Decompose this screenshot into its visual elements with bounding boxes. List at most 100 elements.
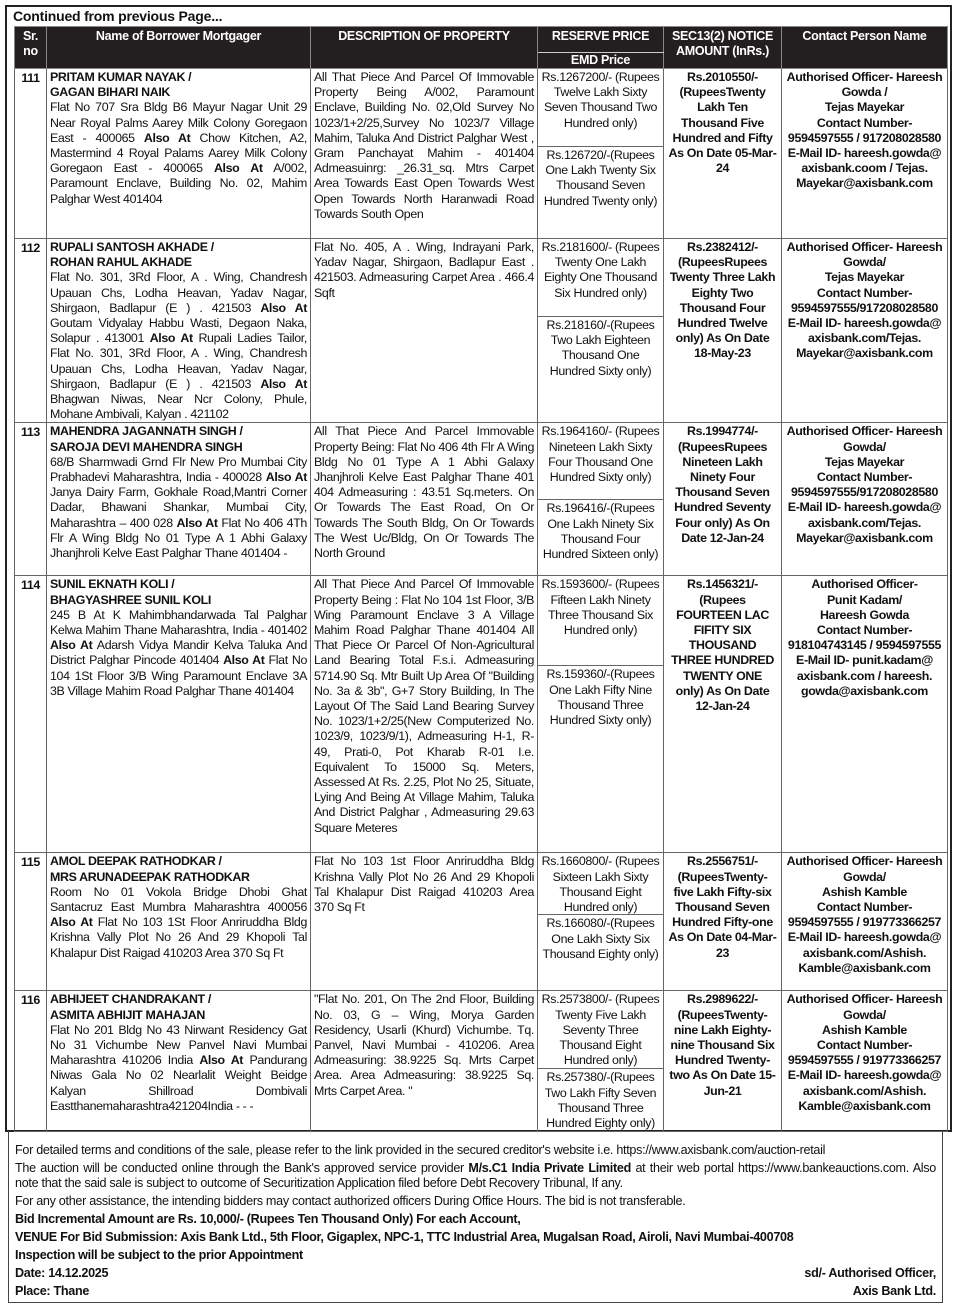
contact-line: E-Mail ID- hareesh.gowda@ [787,316,942,331]
reserve-price: Rs.2573800/- (Rupees Twenty Five Lakh Se… [538,991,663,1070]
reserve-price: Rs.2181600/- (Rupees Twenty One Lakh Eig… [538,239,663,317]
contact-line: Ashish Kamble [822,884,907,899]
auction-segment: The auction will be conducted online thr… [15,1161,469,1175]
notice-amount: Rs.1456321/- (Rupees FOURTEEN LAC FIFITY… [663,575,782,854]
price-cell: Rs.1660800/- (Rupees Sixteen Lakh Sixty … [537,852,664,992]
serial-number: 111 [14,68,47,239]
serial-number: 113 [14,422,47,577]
serial-number: 116 [14,990,47,1133]
contact-line: axisbank.com/Tejas. [808,331,921,346]
contact-line: 9594597555 / 919773366257 [787,1053,942,1068]
notice-amount: Rs.1994774/- (RupeesRupees Nineteen Lakh… [663,422,782,577]
contact-line: Mayekar@axisbank.com [796,530,933,545]
reserve-price: Rs.1660800/- (Rupees Sixteen Lakh Sixty … [538,853,663,916]
property-description: All That Piece And Parcel Of Immovable P… [310,575,538,854]
table-body: 111 PRITAM KUMAR NAYAK / GAGAN BIHARI NAIK… [14,68,948,1133]
also-at-label: Also At [260,376,307,391]
also-at-label: Also At [50,915,93,930]
borrower-name: BHAGYASHREE SUNIL KOLI [50,592,211,607]
header-description: DESCRIPTION OF PROPERTY [310,26,538,69]
date-text: Date: 14.12.2025 [15,1266,109,1280]
also-at-label: Also At [50,638,93,653]
emd-price: Rs.159360/-(Rupees One Lakh Fifty Nine T… [546,667,655,728]
serial-number: 112 [14,237,47,424]
borrower-name: AMOL DEEPAK RATHODKAR / [50,854,222,869]
also-at-label: Also At [213,161,263,176]
table-row: 113 MAHENDRA JAGANNATH SINGH / SAROJA DEVI… [14,422,948,577]
borrower-address: Flat No 707 Sra Bldg B6 Mayur Nagar Unit… [50,100,307,145]
contact-person: Authorised Officer- Hareesh Gowda / Tejas… [781,68,948,239]
contact-line: Authorised Officer- Hareesh Gowda/ [786,854,943,884]
borrower-address: Room No 01 Vokola Bridge Dhobi Ghat Sant… [50,884,307,915]
contact-line: E-Mail ID- hareesh.gowda@ [787,1068,942,1083]
inspection-text: Inspection will be subject to the prior … [15,1248,303,1262]
contact-line: Mayekar@axisbank.com [796,176,933,191]
borrower-address: Flat No 406 4Th Flr A Wing Bldg No 01 Ty… [50,515,307,561]
contact-line: axisbank.com/Ashish. [802,945,927,960]
continued-label: Continued from previous Page... [13,8,223,24]
emd-price: Rs.257380/-(Rupees Two Lakh Fifty Seven … [544,1070,657,1131]
contact-line: 9594597555 / 917208028580 [787,130,942,145]
borrower-cell: ABHIJEET CHANDRAKANT / ASMITA ABHIJIT MAH… [46,990,311,1133]
property-description: Flat No. 405, A . Wing, Indrayani Park, … [310,237,538,424]
reserve-price: Rs.1593600/- (Rupees Fifteen Lakh Ninety… [538,576,663,667]
borrower-name: SUNIL EKNATH KOLI / [50,577,175,592]
contact-line: axisbank.com/Tejas. [808,515,921,530]
contact-line: Authorised Officer- Hareesh Gowda/ [786,240,943,270]
borrower-cell: PRITAM KUMAR NAYAK / GAGAN BIHARI NAIK Fla… [46,68,311,239]
contact-line: axisbank.com / hareesh. [796,668,933,683]
venue-text: VENUE For Bid Submission: Axis Bank Ltd.… [15,1230,794,1244]
borrower-address: Janya Dairy Farm, Gokhale Road,Mantri Co… [50,485,307,530]
borrower-address: Flat No 104 1St Floor 3/B Wing Paramount… [50,653,307,698]
reserve-price: Rs.1964160/- (Rupees Nineteen Lakh Sixty… [538,423,663,501]
borrower-address: Goutam Vidyalay Habbu Wasti, Degaon Naka… [50,316,307,346]
borrower-address: 245 B At K Mahimbhandarwada Tal Palghar … [50,607,307,638]
borrower-cell: SUNIL EKNATH KOLI / BHAGYASHREE SUNIL KOL… [46,575,311,854]
borrower-cell: AMOL DEEPAK RATHODKAR / MRS ARUNADEEPAK R… [46,852,311,992]
header-reserve-price: RESERVE PRICE [537,26,664,53]
contact-line: Tejas Mayekar [824,270,905,285]
notice-amount: Rs.2010550/- (RupeesTwenty Lakh Ten Thou… [663,68,782,239]
contact-line: 918104743145 / 9594597555 [787,638,942,653]
header-notice-amount: SEC13(2) NOTICE AMOUNT (InRs.) [663,26,782,69]
reserve-price: Rs.1267200/- (Rupees Twelve Lakh Sixty S… [538,69,663,147]
borrower-address: Pandurang Niwas Gala No 02 Nearlalit Wei… [50,1053,307,1113]
property-description: Flat No 103 1st Floor Anriruddha Bldg Kr… [310,852,538,992]
contact-line: gowda@axisbank.com [801,683,928,698]
contact-line: Contact Number- [816,900,913,915]
contact-line: 9594597555/917208028580 [791,485,938,500]
price-cell: Rs.1267200/- (Rupees Twelve Lakh Sixty S… [537,68,664,239]
borrower-name: GAGAN BIHARI NAIK [50,85,171,100]
borrower-address: Flat No 103 1St Floor Anriruddha Bldg Kr… [50,915,307,960]
contact-line: Contact Number- [816,115,913,130]
footer-notes: For detailed terms and conditions of the… [8,1131,943,1303]
price-cell: Rs.2573800/- (Rupees Twenty Five Lakh Se… [537,990,664,1133]
serial-number: 115 [14,852,47,992]
contact-person: Authorised Officer- Hareesh Gowda/Tejas … [781,422,948,577]
price-cell: Rs.1593600/- (Rupees Fifteen Lakh Ninety… [537,575,664,854]
also-at-label: Also At [149,331,193,346]
also-at-label: Also At [265,470,308,485]
borrower-address: Rupali Ladies Tailor, Flat No. 301, 3Rd … [50,331,307,391]
contact-line: Authorised Officer- Hareesh Gowda / [786,70,943,100]
contact-line: 9594597555 / 919773366257 [787,915,942,930]
borrower-address: 68/B Sharmwadi Grnd Flr New Pro Mumbai C… [50,454,307,485]
borrower-address: Adarsh Vidya Mandir Kelva Taluka And Dis… [50,638,308,668]
table-row: 111 PRITAM KUMAR NAYAK / GAGAN BIHARI NAIK… [14,68,948,239]
contact-line: Tejas Mayekar [824,100,905,115]
terms-text: For detailed terms and conditions of the… [15,1143,826,1157]
header-contact: Contact Person Name [781,26,948,69]
service-provider: M/s.C1 India Private Limited [468,1161,632,1175]
also-at-label: Also At [260,300,307,315]
borrower-cell: RUPALI SANTOSH AKHADE / ROHAN RAHUL AKHAD… [46,237,311,424]
price-cell: Rs.1964160/- (Rupees Nineteen Lakh Sixty… [537,422,664,577]
bank-text: Axis Bank Ltd. [852,1284,937,1298]
also-at-label: Also At [223,653,265,668]
contact-line: Authorised Officer- Hareesh Gowda/ [786,424,943,454]
contact-line: E-Mail ID- hareesh.gowda@ [787,500,942,515]
bid-increment-text: Bid Incremental Amount are Rs. 10,000/- … [15,1212,521,1226]
signatory-text: sd/- Authorised Officer, [804,1266,936,1280]
borrower-address: A/002, Paramount Enclave, Building No. 0… [50,161,307,206]
notice-amount: Rs.2989622/- (RupeesTwenty-nine Lakh Eig… [663,990,782,1133]
borrower-name: ABHIJEET CHANDRAKANT / [50,992,211,1007]
